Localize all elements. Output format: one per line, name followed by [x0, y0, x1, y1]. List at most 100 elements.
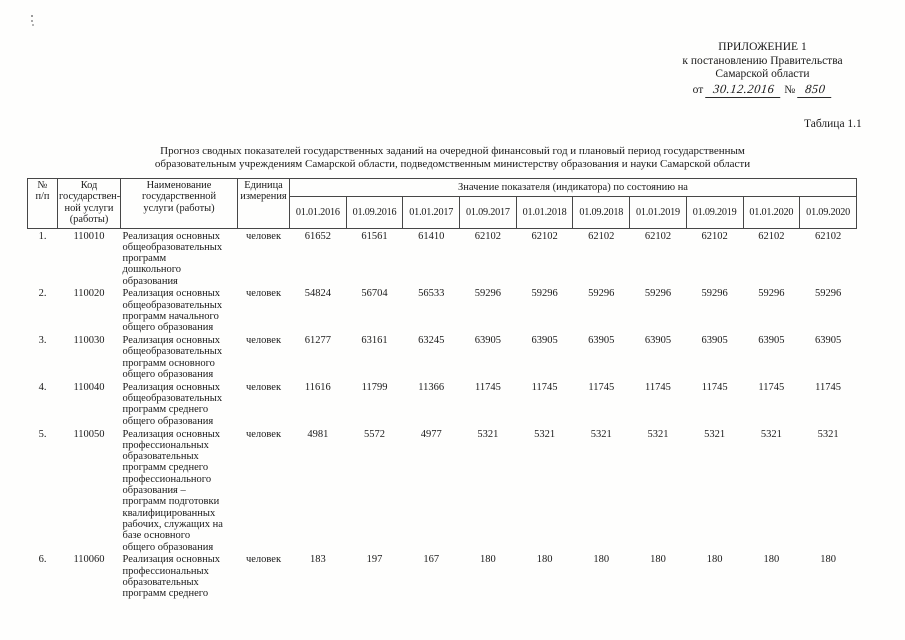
table-row: 2. 110020 Реализация основных общеобразова…	[28, 287, 857, 334]
table-label: Таблица 1.1	[804, 118, 862, 130]
indicator-value: 180	[536, 554, 553, 566]
indicator-value: 5321	[647, 428, 669, 440]
service-name: Реализация основных профессиональных обр…	[122, 554, 221, 600]
indicator-value: 11745	[701, 381, 728, 393]
indicator-value: 59296	[758, 288, 785, 300]
indicator-value: 63245	[418, 335, 445, 347]
date-column-header: 01.01.2020	[742, 196, 801, 229]
table-row: 5. 110050 Реализация основных профессионал…	[28, 427, 857, 553]
column-header-name: Наименование государственной услуги (раб…	[120, 178, 238, 229]
indicator-value: 11616	[304, 381, 331, 393]
date-column-header: 01.09.2018	[572, 196, 631, 229]
document-title-line: Прогноз сводных показателей государствен…	[160, 145, 745, 157]
unit-of-measure: человек	[245, 554, 282, 566]
table-row: 6. 110060 Реализация основных профессионал…	[28, 553, 857, 600]
indicator-value: 59296	[644, 288, 672, 300]
service-code: 110060	[73, 554, 105, 566]
indicator-value: 197	[366, 554, 383, 566]
indicator-value: 59296	[531, 288, 558, 300]
indicator-value: 59296	[474, 288, 502, 300]
date-column-header: 01.01.2016	[289, 196, 347, 229]
indicator-value: 5321	[704, 428, 726, 440]
date-column-header: 01.01.2019	[629, 196, 687, 229]
document-title: Прогноз сводных показателей государствен…	[0, 145, 905, 171]
unit-of-measure: человек	[245, 230, 282, 242]
column-header-values-group: Значение показателя (индикатора) по сост…	[288, 178, 858, 197]
indicator-value: 63905	[814, 335, 842, 347]
indicator-value: 11799	[361, 381, 388, 393]
date-column-header: 01.01.2017	[402, 196, 461, 229]
indicator-value: 4981	[307, 428, 329, 440]
indicator-value: 5321	[590, 428, 612, 440]
service-name: Реализация основных общеобразовательных …	[122, 288, 223, 334]
service-name: Реализация основных профессиональных обр…	[122, 428, 223, 553]
indicator-value: 56533	[418, 288, 445, 300]
indicator-value: 59296	[814, 288, 842, 300]
indicator-value: 183	[309, 554, 326, 566]
indicator-value: 180	[763, 554, 780, 566]
indicator-value: 180	[480, 554, 496, 566]
handwritten-date: 30.12.2016	[705, 82, 783, 98]
row-number: 3.	[38, 335, 47, 347]
indicator-value: 11745	[645, 381, 671, 393]
date-column-header: 01.01.2018	[515, 196, 574, 229]
indicator-value: 5321	[477, 428, 499, 440]
indicator-value: 61561	[361, 230, 388, 242]
scan-artifact	[31, 15, 33, 17]
date-column-header: 01.09.2016	[345, 196, 404, 229]
indicator-value: 5321	[817, 428, 839, 440]
indicator-value: 63905	[531, 335, 558, 347]
indicator-value: 11366	[418, 381, 445, 393]
indicator-value: 61410	[418, 230, 445, 242]
indicator-value: 61277	[304, 335, 331, 347]
indicator-value: 59296	[588, 288, 615, 300]
appendix-block: ПРИЛОЖЕНИЕ 1 к постановлению Правительст…	[655, 41, 870, 98]
unit-of-measure: человек	[245, 381, 282, 393]
indicator-value: 4977	[420, 428, 442, 440]
service-name: Реализация основных общеобразовательных …	[122, 230, 223, 287]
indicator-value: 63905	[588, 335, 615, 347]
service-name: Реализация основных общеобразовательных …	[122, 381, 223, 427]
appendix-title: ПРИЛОЖЕНИЕ 1	[718, 41, 807, 53]
indicator-value: 5321	[534, 428, 556, 440]
indicator-value: 61652	[304, 230, 331, 242]
indicator-value: 63905	[758, 335, 785, 347]
service-name: Реализация основных общеобразовательных …	[122, 335, 223, 381]
unit-of-measure: человек	[245, 428, 282, 440]
handwritten-number: 850	[797, 82, 834, 98]
service-code: 110030	[73, 335, 105, 347]
indicator-value: 5572	[364, 428, 386, 440]
indicator-value: 11745	[758, 381, 785, 393]
date-column-header: 01.09.2017	[459, 196, 517, 229]
indicator-value: 63905	[644, 335, 672, 347]
column-header-code: Код государствен- ной услуги (работы)	[57, 178, 121, 229]
indicator-value: 62102	[701, 230, 728, 242]
row-number: 6.	[38, 554, 47, 566]
indicator-value: 63905	[474, 335, 502, 347]
indicator-value: 180	[820, 554, 836, 566]
indicator-value: 62102	[474, 230, 502, 242]
table-row: 1. 110010 Реализация основных общеобразова…	[28, 229, 857, 287]
date-column-header: 01.09.2019	[685, 196, 744, 229]
date-prefix: от	[692, 83, 704, 96]
indicator-value: 180	[650, 554, 666, 566]
row-number: 2.	[38, 288, 47, 300]
indicator-value: 11745	[588, 381, 615, 393]
appendix-line: Самарской области	[715, 68, 810, 81]
indicator-value: 56704	[361, 288, 388, 300]
indicator-value: 59296	[701, 288, 728, 300]
number-sign: №	[784, 83, 796, 96]
service-code: 110020	[73, 288, 105, 300]
unit-of-measure: человек	[245, 335, 282, 347]
indicator-value: 5321	[760, 428, 782, 440]
indicator-value: 62102	[588, 230, 615, 242]
indicator-value: 180	[706, 554, 723, 566]
appendix-date-line: от 30.12.2016 № 850	[655, 82, 870, 98]
column-header-unit: Единица измерения	[237, 178, 290, 229]
service-code: 110010	[73, 230, 105, 242]
indicator-value: 62102	[814, 230, 842, 242]
row-number: 5.	[38, 428, 47, 440]
date-column-header: 01.09.2020	[799, 196, 858, 229]
appendix-line: к постановлению Правительства	[682, 54, 843, 67]
